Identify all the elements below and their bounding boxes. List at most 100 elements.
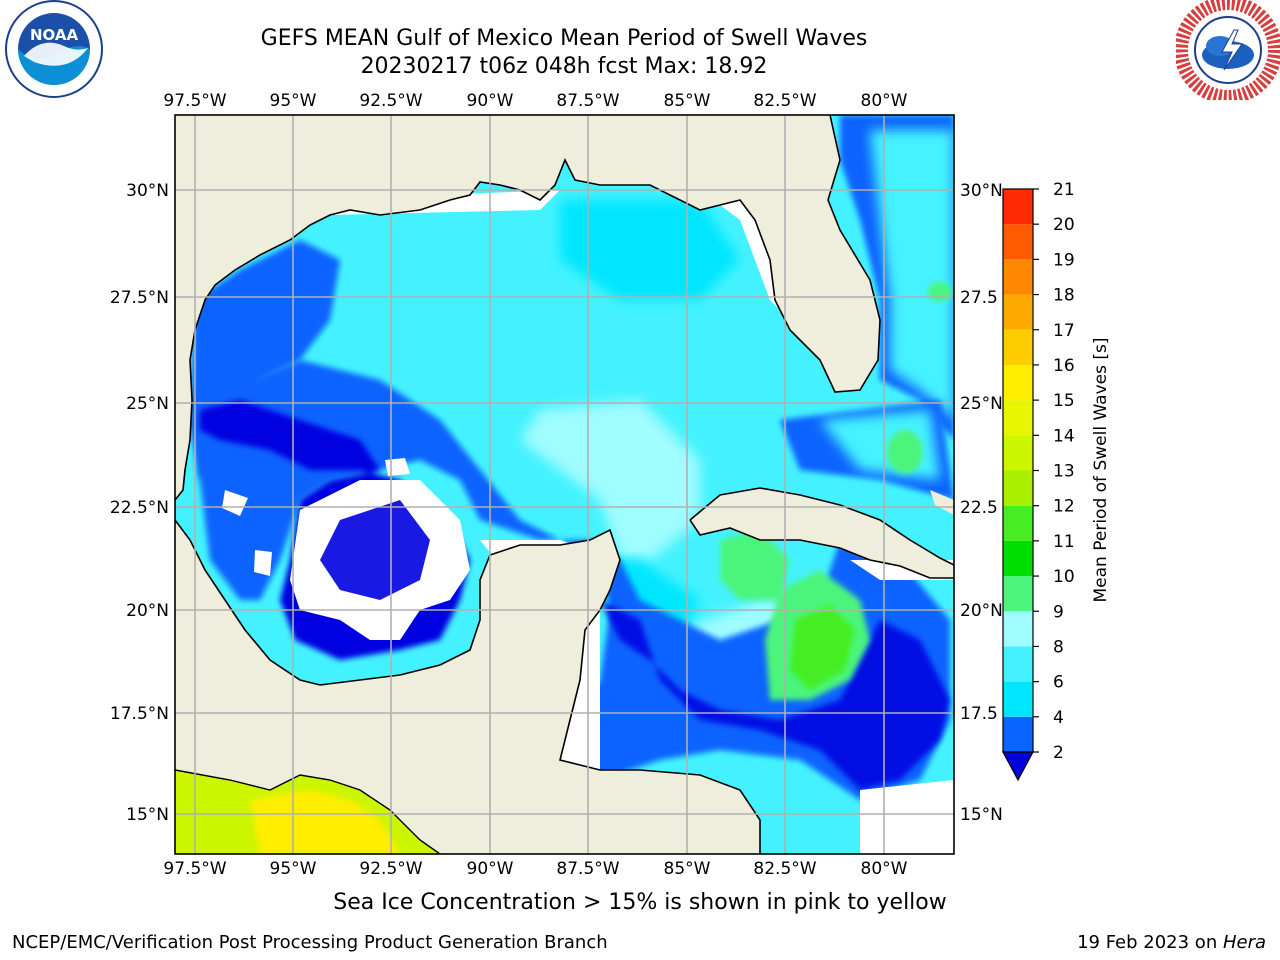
colorbar-extend-arrow — [1001, 751, 1035, 782]
nws-logo-icon — [1176, 0, 1280, 100]
lon-label-top: 95°W — [270, 91, 317, 111]
lon-label-bottom: 90°W — [467, 859, 514, 879]
sea-ice-patch-inner — [250, 790, 400, 854]
coastline-pacific — [175, 769, 441, 854]
colorbar-segment — [1003, 576, 1033, 612]
longitude-labels-top: 97.5°W 95°W 92.5°W 90°W 87.5°W 85°W 82.5°W 80°W — [163, 91, 907, 111]
colorbar-tick-label: 14 — [1053, 426, 1075, 446]
period-zone-below-2-south — [600, 600, 950, 790]
period-zone-11-12 — [790, 605, 855, 690]
colorbar-tick-label: 16 — [1053, 356, 1075, 376]
colorbar-tick-label: 20 — [1053, 215, 1075, 235]
lon-label-top: 80°W — [861, 91, 908, 111]
lon-label-top: 87.5°W — [556, 91, 619, 111]
lon-label-top: 92.5°W — [359, 91, 422, 111]
colorbar-tick-label: 10 — [1053, 567, 1075, 587]
coastline-cuba — [689, 487, 954, 579]
lat-label-right: 30°N — [960, 181, 1003, 201]
lat-label-left: 20°N — [126, 601, 169, 621]
map-frame — [174, 114, 955, 855]
colorbar-tick-label: 17 — [1053, 321, 1075, 341]
lon-label-bottom: 87.5°W — [556, 859, 619, 879]
period-zone-4-6-east — [870, 130, 954, 420]
land-usa — [175, 115, 880, 500]
period-zone-6-7 — [560, 200, 740, 300]
colorbar-tick-label: 15 — [1053, 391, 1075, 411]
footer-host: Hera — [1222, 932, 1266, 953]
lon-label-bottom: 80°W — [861, 859, 908, 879]
map-plot-area — [175, 115, 954, 854]
colorbar-segment — [1003, 505, 1033, 541]
colorbar-tick-label: 2 — [1053, 743, 1064, 763]
lat-label-right: 27.5 — [960, 288, 998, 308]
coastline-usa — [175, 115, 881, 501]
coastline-mexico — [175, 519, 761, 854]
sea-ice-caption: Sea Ice Concentration > 15% is shown in … — [333, 890, 947, 915]
footer-credit: NCEP/EMC/Verification Post Processing Pr… — [12, 932, 608, 953]
colorbar-segment — [1003, 189, 1033, 225]
colorbar-segment — [1003, 294, 1033, 330]
colorbar-segment — [1003, 716, 1033, 752]
lat-label-left: 15°N — [126, 805, 169, 825]
colorbar-segment — [1003, 681, 1033, 717]
lon-label-bottom: 92.5°W — [359, 859, 422, 879]
lon-label-bottom: 95°W — [270, 859, 317, 879]
colorbar-segment — [1003, 470, 1033, 506]
lat-label-left: 17.5°N — [110, 704, 169, 724]
period-zone-9-10-cuba — [720, 530, 790, 600]
svg-text:NOAA: NOAA — [30, 26, 79, 44]
colorbar-tick-label: 21 — [1053, 180, 1075, 200]
colorbar-segment — [1003, 646, 1033, 682]
footer-date: 19 Feb 2023 on Hera — [1077, 932, 1266, 953]
land-bahamas — [930, 490, 954, 515]
period-zone-below-2-patch — [320, 500, 430, 600]
lon-label-top: 82.5°W — [753, 91, 816, 111]
colorbar-segment — [1003, 224, 1033, 260]
colorbar-title: Mean Period of Swell Waves [s] — [1091, 338, 1111, 603]
land-cuba — [690, 488, 954, 578]
lon-label-bottom: 85°W — [664, 859, 711, 879]
lat-label-left: 22.5°N — [110, 498, 169, 518]
colorbar-tick-label: 6 — [1053, 673, 1064, 693]
lat-label-right: 15°N — [960, 805, 1003, 825]
period-zone-8-9 — [520, 400, 700, 560]
noaa-logo-icon: NOAA — [5, 0, 103, 98]
lon-label-top: 85°W — [664, 91, 711, 111]
colorbar-tick-label: 11 — [1053, 532, 1075, 552]
no-data-patch-small2 — [254, 550, 272, 576]
lat-label-left: 25°N — [126, 394, 169, 414]
lon-label-bottom: 97.5°W — [163, 859, 226, 879]
longitude-labels-bottom: 97.5°W 95°W 92.5°W 90°W 87.5°W 85°W 82.5°W 80°W — [163, 859, 907, 879]
lon-label-top: 90°W — [467, 91, 514, 111]
colorbar-tick-label: 8 — [1053, 637, 1064, 657]
colorbar-segment — [1003, 540, 1033, 577]
map-subtitle: 20230217 t06z 048h fcst Max: 18.92 — [360, 54, 768, 79]
colorbar-segment — [1003, 329, 1033, 365]
lat-label-right: 25°N — [960, 394, 1003, 414]
lat-label-left: 30°N — [126, 181, 169, 201]
colorbar-tick-label: 9 — [1053, 602, 1064, 622]
no-data-south-caribbean — [860, 780, 954, 854]
footer-date-text: 19 Feb 2023 on — [1077, 932, 1223, 953]
period-zone-9-10-bahamas — [887, 430, 923, 474]
colorbar-tick-label: 4 — [1053, 708, 1064, 728]
lat-label-left: 27.5°N — [110, 288, 169, 308]
colorbar: 2 4 6 8 9 10 11 12 13 14 15 16 17 18 19 20 21 — [1001, 180, 1075, 782]
colorbar-segment — [1003, 435, 1033, 471]
colorbar-segment — [1003, 400, 1033, 436]
colorbar-tick-label: 19 — [1053, 250, 1075, 270]
latitude-labels-left: 30°N 27.5°N 25°N 22.5°N 20°N 17.5°N 15°N — [110, 181, 169, 825]
graticule — [175, 115, 954, 854]
colorbar-tick-label: 13 — [1053, 462, 1075, 482]
lat-label-right: 17.5 — [960, 704, 998, 724]
lon-label-top: 97.5°W — [163, 91, 226, 111]
latitude-labels-right: 30°N 27.5 25°N 22.5 20°N 17.5 15°N — [960, 181, 1003, 825]
colorbar-segment — [1003, 364, 1033, 401]
colorbar-tick-label: 18 — [1053, 286, 1075, 306]
lon-label-bottom: 82.5°W — [753, 859, 816, 879]
lat-label-right: 22.5 — [960, 498, 998, 518]
no-data-patch-small1 — [222, 490, 248, 516]
colorbar-segment — [1003, 259, 1033, 295]
lat-label-right: 20°N — [960, 601, 1003, 621]
